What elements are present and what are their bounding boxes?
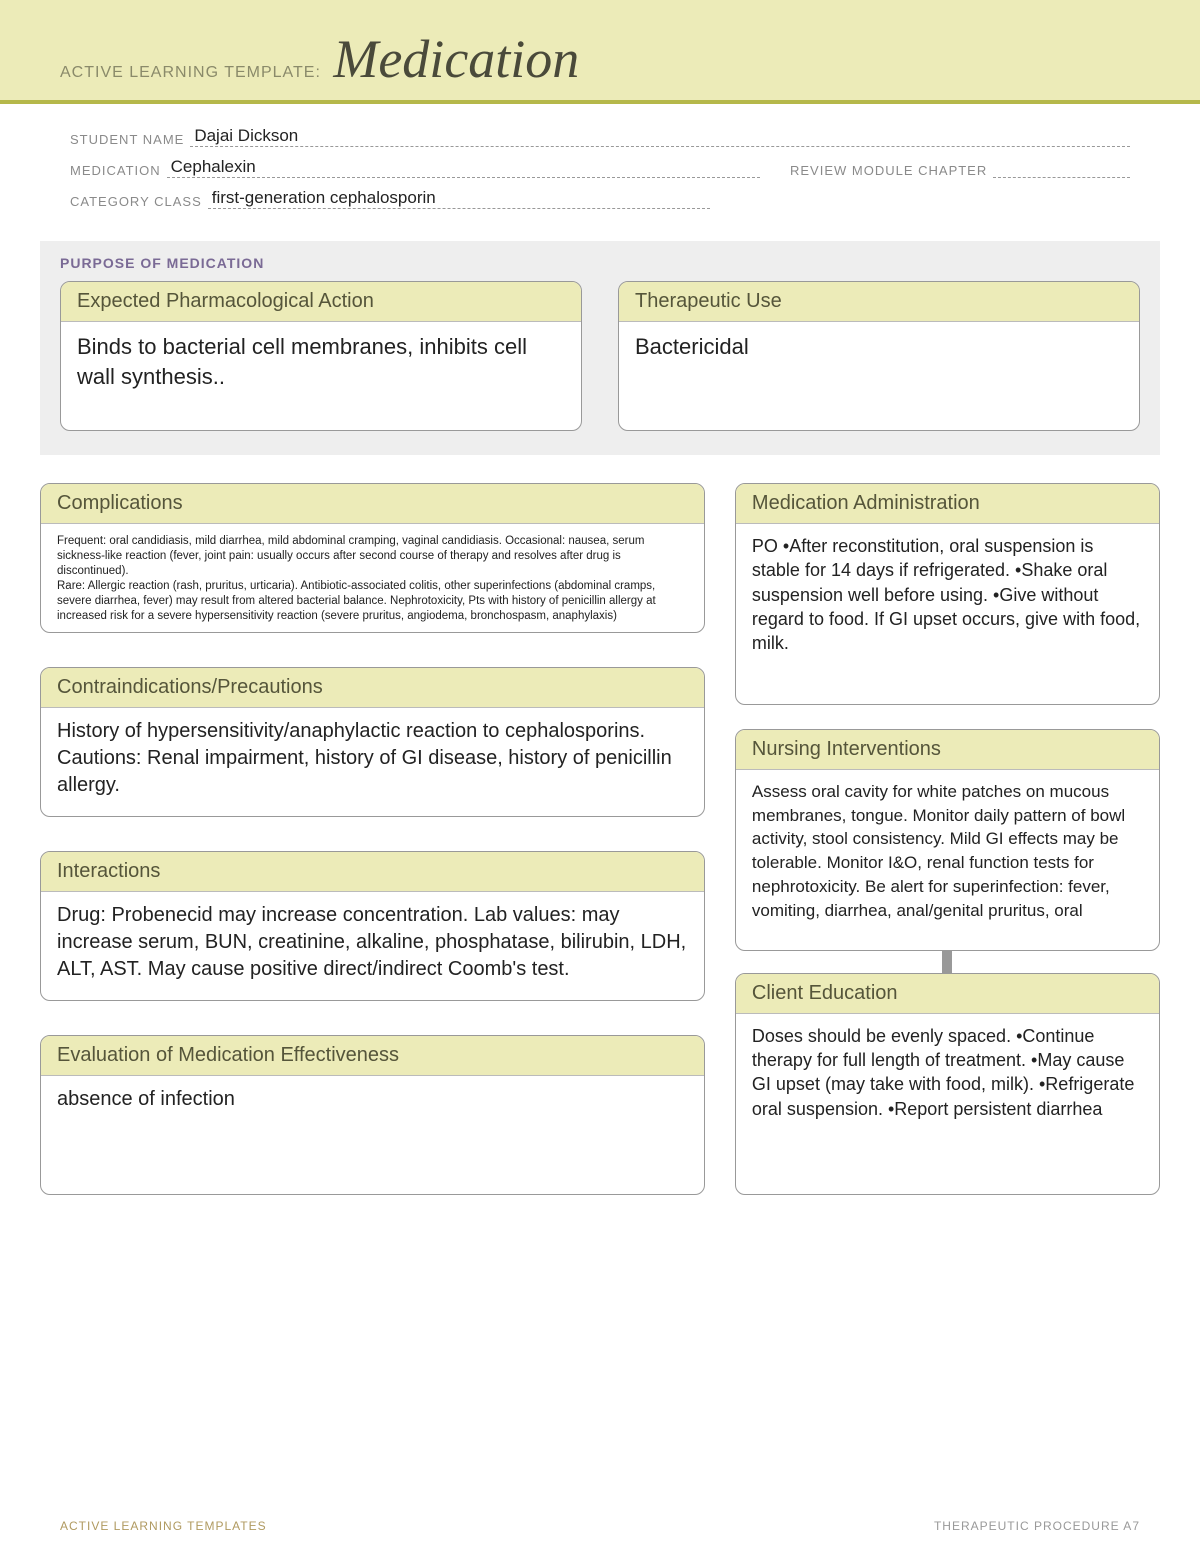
nursing-title: Nursing Interventions <box>736 730 1159 770</box>
pharm-action-body: Binds to bacterial cell membranes, inhib… <box>61 322 581 430</box>
complications-title: Complications <box>41 484 704 524</box>
therapeutic-use-body: Bactericidal <box>619 322 1139 430</box>
contraindications-body: History of hypersensitivity/anaphylactic… <box>41 708 704 816</box>
left-column: Complications Frequent: oral candidiasis… <box>40 483 705 1195</box>
contraindications-title: Contraindications/Precautions <box>41 668 704 708</box>
evaluation-card: Evaluation of Medication Effectiveness a… <box>40 1035 705 1195</box>
category-class-value: first-generation cephalosporin <box>208 188 710 209</box>
complications-body: Frequent: oral candidiasis, mild diarrhe… <box>41 524 704 633</box>
contraindications-card: Contraindications/Precautions History of… <box>40 667 705 817</box>
connector-line <box>942 951 952 973</box>
nursing-body: Assess oral cavity for white patches on … <box>736 770 1159 950</box>
interactions-body: Drug: Probenecid may increase concentrat… <box>41 892 704 1000</box>
therapeutic-use-card: Therapeutic Use Bactericidal <box>618 281 1140 431</box>
student-name-label: STUDENT NAME <box>70 132 184 147</box>
medication-label: MEDICATION <box>70 163 161 178</box>
administration-title: Medication Administration <box>736 484 1159 524</box>
purpose-section: PURPOSE OF MEDICATION Expected Pharmacol… <box>40 241 1160 455</box>
evaluation-title: Evaluation of Medication Effectiveness <box>41 1036 704 1076</box>
purpose-section-title: PURPOSE OF MEDICATION <box>60 255 1140 271</box>
review-chapter-label: REVIEW MODULE CHAPTER <box>790 163 987 178</box>
page: ACTIVE LEARNING TEMPLATE: Medication STU… <box>0 0 1200 1553</box>
main-columns: Complications Frequent: oral candidiasis… <box>0 455 1200 1195</box>
meta-block: STUDENT NAME Dajai Dickson MEDICATION Ce… <box>0 104 1200 231</box>
nursing-card: Nursing Interventions Assess oral cavity… <box>735 729 1160 951</box>
complications-card: Complications Frequent: oral candidiasis… <box>40 483 705 633</box>
right-column: Medication Administration PO •After reco… <box>735 483 1160 1195</box>
administration-card: Medication Administration PO •After reco… <box>735 483 1160 705</box>
interactions-card: Interactions Drug: Probenecid may increa… <box>40 851 705 1001</box>
footer: ACTIVE LEARNING TEMPLATES THERAPEUTIC PR… <box>60 1519 1140 1533</box>
pharm-action-card: Expected Pharmacological Action Binds to… <box>60 281 582 431</box>
review-chapter-value <box>993 158 1130 178</box>
medication-value: Cephalexin <box>167 157 760 178</box>
pharm-action-title: Expected Pharmacological Action <box>61 282 581 322</box>
header-label: ACTIVE LEARNING TEMPLATE: <box>60 64 321 81</box>
evaluation-body: absence of infection <box>41 1076 704 1194</box>
education-card: Client Education Doses should be evenly … <box>735 973 1160 1195</box>
category-class-label: CATEGORY CLASS <box>70 194 202 209</box>
footer-right: THERAPEUTIC PROCEDURE A7 <box>934 1519 1140 1533</box>
education-body: Doses should be evenly spaced. •Continue… <box>736 1014 1159 1194</box>
administration-body: PO •After reconstitution, oral suspensio… <box>736 524 1159 704</box>
interactions-title: Interactions <box>41 852 704 892</box>
header-title: Medication <box>333 29 579 89</box>
footer-left: ACTIVE LEARNING TEMPLATES <box>60 1519 267 1533</box>
student-name-value: Dajai Dickson <box>190 126 1130 147</box>
education-title: Client Education <box>736 974 1159 1014</box>
header-band: ACTIVE LEARNING TEMPLATE: Medication <box>0 0 1200 104</box>
therapeutic-use-title: Therapeutic Use <box>619 282 1139 322</box>
